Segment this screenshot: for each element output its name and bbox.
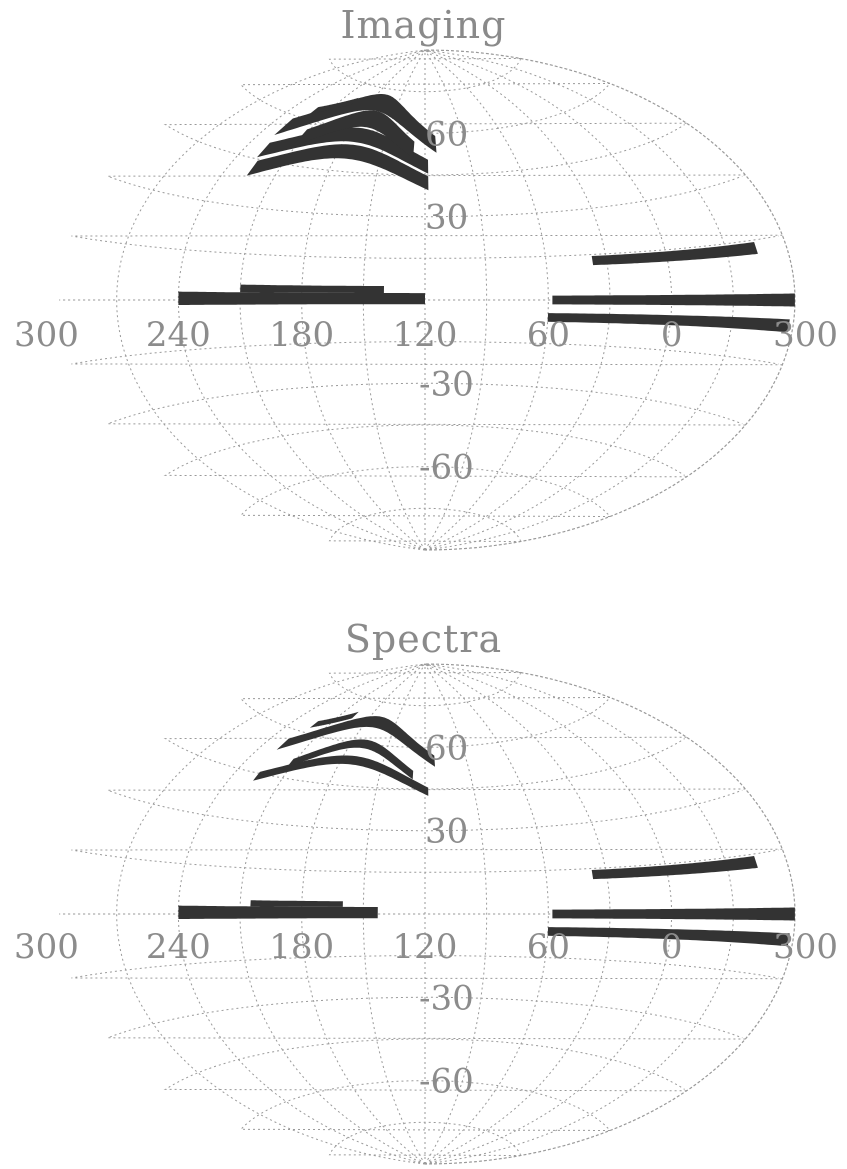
parallel-gridline bbox=[163, 736, 687, 790]
x-tick-label: 240 bbox=[146, 315, 211, 355]
y-tick-label: 30 bbox=[425, 812, 468, 852]
spectra-map: 300 240 180 120 60 0 300 60 30 -30 -60 bbox=[14, 663, 838, 1165]
x-tick-label: 120 bbox=[393, 315, 458, 355]
survey-stripe bbox=[250, 900, 343, 907]
survey-stripe bbox=[178, 905, 378, 919]
parallel-gridline bbox=[163, 1038, 687, 1092]
meridian-gridline bbox=[424, 49, 549, 551]
meridian-gridline bbox=[424, 49, 734, 551]
parallel-gridline bbox=[328, 507, 521, 542]
survey-stripe bbox=[253, 755, 429, 796]
y-tick-label: -30 bbox=[419, 978, 474, 1018]
survey-stripe bbox=[547, 313, 790, 333]
x-tick-label: 60 bbox=[527, 315, 570, 355]
meridian-gridline bbox=[424, 663, 549, 1165]
survey-stripe bbox=[246, 144, 429, 191]
survey-stripe bbox=[309, 97, 359, 114]
x-tick-label: 300 bbox=[14, 315, 79, 355]
x-tick-label: 0 bbox=[661, 315, 683, 355]
x-tick-label: 180 bbox=[269, 927, 334, 967]
survey-stripe bbox=[552, 293, 795, 307]
parallel-gridline bbox=[328, 58, 521, 93]
y-tick-label: -60 bbox=[419, 1062, 474, 1102]
meridian-gridline bbox=[424, 663, 611, 1165]
spectra-panel: Spectra 300 240 180 120 60 0 300 60 30 -30 -60 bbox=[0, 612, 847, 1169]
y-tick-label: -60 bbox=[419, 448, 474, 488]
survey-stripe bbox=[591, 242, 758, 266]
meridian-gridline bbox=[424, 49, 611, 551]
survey-stripe bbox=[309, 711, 359, 728]
x-tick-label: 300 bbox=[14, 927, 79, 967]
survey-stripe bbox=[286, 739, 414, 780]
meridian-gridline bbox=[116, 49, 426, 551]
y-tick-label: -30 bbox=[419, 364, 474, 404]
parallel-gridline bbox=[328, 1121, 521, 1156]
chart-title: Imaging bbox=[340, 3, 507, 47]
x-tick-label: 60 bbox=[527, 927, 570, 967]
survey-stripe bbox=[240, 284, 384, 293]
y-tick-label: 60 bbox=[425, 114, 468, 154]
y-tick-label: 60 bbox=[425, 728, 468, 768]
parallel-gridline bbox=[163, 424, 687, 478]
x-tick-label: 180 bbox=[269, 315, 334, 355]
survey-stripe bbox=[552, 907, 795, 921]
x-tick-label: 0 bbox=[661, 927, 683, 967]
imaging-map: 300 240 180 120 60 0 300 60 30 -30 -60 bbox=[14, 49, 838, 551]
x-tick-label: 120 bbox=[393, 927, 458, 967]
meridian-gridline bbox=[116, 663, 426, 1165]
survey-stripe bbox=[178, 291, 425, 305]
survey-stripe bbox=[547, 927, 790, 947]
survey-stripe bbox=[274, 94, 437, 153]
x-tick-label: 240 bbox=[146, 927, 211, 967]
survey-stripe bbox=[292, 110, 415, 159]
chart-title: Spectra bbox=[344, 617, 503, 661]
parallel-gridline bbox=[328, 672, 521, 707]
survey-stripe bbox=[276, 716, 435, 767]
meridian-gridline bbox=[424, 663, 734, 1165]
survey-stripe bbox=[591, 856, 758, 880]
y-tick-label: 30 bbox=[425, 198, 468, 238]
x-tick-label: 300 bbox=[773, 315, 838, 355]
x-tick-label: 300 bbox=[773, 927, 838, 967]
imaging-panel: Imaging 300 240 180 120 60 0 300 60 30 -30 -60 bbox=[0, 0, 847, 570]
parallel-gridline bbox=[163, 122, 687, 176]
